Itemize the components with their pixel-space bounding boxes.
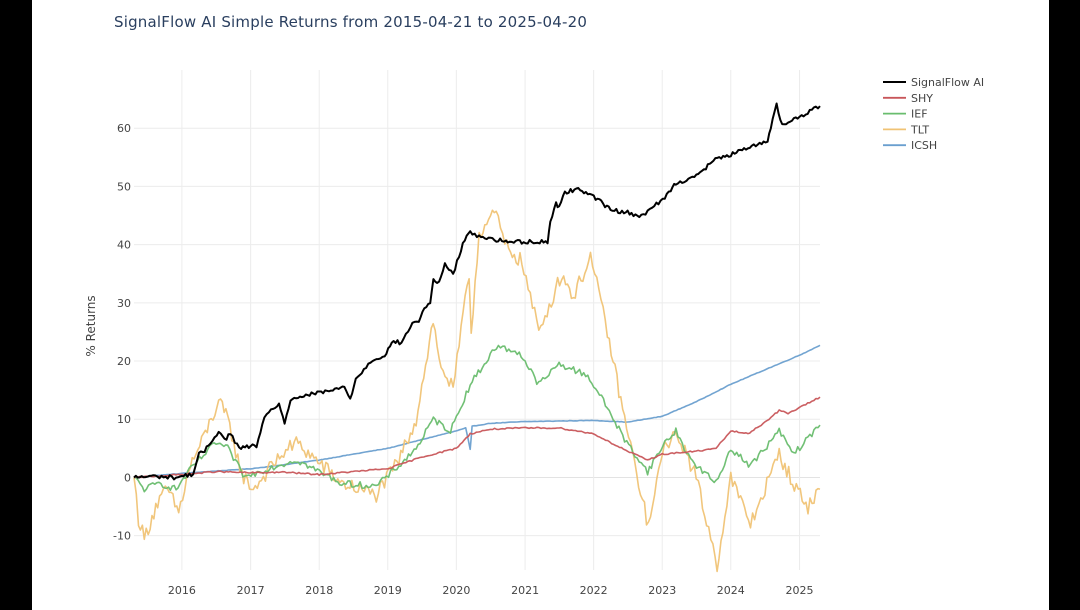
- legend-label: ICSH: [911, 139, 937, 152]
- x-tick-label: 2020: [442, 584, 470, 597]
- series-line-ief: [133, 344, 821, 493]
- x-tick-label: 2019: [374, 584, 402, 597]
- x-tick-label: 2025: [786, 584, 814, 597]
- legend-label: TLT: [910, 123, 929, 136]
- x-tick-label: 2024: [717, 584, 745, 597]
- legend-item-signalflow-ai[interactable]: SignalFlow AI: [883, 76, 984, 89]
- series-line-shy: [133, 396, 821, 479]
- y-tick-label: 30: [117, 297, 131, 310]
- y-tick-label: 10: [117, 413, 131, 426]
- series-line-icsh: [133, 344, 821, 479]
- returns-line-chart: -10 0 10 20 30 40 50 60 2016 2017 2018 2019 2020 2021…: [84, 70, 984, 597]
- series-layer: [133, 102, 821, 573]
- axis-layer: -10 0 10 20 30 40 50 60 2016 2017 2018 2019 2020 2021…: [113, 122, 813, 597]
- x-tick-label: 2023: [648, 584, 676, 597]
- y-tick-label: 60: [117, 122, 131, 135]
- chart-title: SignalFlow AI Simple Returns from 2015-0…: [114, 13, 588, 31]
- x-tick-label: 2018: [305, 584, 333, 597]
- legend-label: SignalFlow AI: [911, 76, 984, 89]
- legend-item-icsh[interactable]: ICSH: [883, 139, 937, 152]
- chart-panel: SignalFlow AI Simple Returns from 2015-0…: [32, 0, 1049, 610]
- y-tick-label: 20: [117, 355, 131, 368]
- legend[interactable]: SignalFlow AI SHY IEF TLT ICSH: [883, 76, 984, 152]
- legend-label: SHY: [911, 92, 933, 105]
- x-tick-label: 2021: [511, 584, 539, 597]
- grid-layer: [134, 70, 820, 570]
- legend-item-shy[interactable]: SHY: [883, 92, 933, 105]
- legend-item-ief[interactable]: IEF: [883, 108, 928, 121]
- legend-label: IEF: [911, 108, 928, 121]
- y-tick-label: -10: [113, 530, 131, 543]
- y-tick-label: 50: [117, 180, 131, 193]
- y-tick-label: 40: [117, 239, 131, 252]
- x-tick-label: 2016: [168, 584, 196, 597]
- y-tick-label: 0: [124, 471, 131, 484]
- x-tick-label: 2022: [580, 584, 608, 597]
- y-axis-title: % Returns: [84, 295, 98, 356]
- legend-item-tlt[interactable]: TLT: [883, 123, 929, 136]
- series-line-signalflow-ai: [133, 102, 821, 481]
- x-tick-label: 2017: [237, 584, 265, 597]
